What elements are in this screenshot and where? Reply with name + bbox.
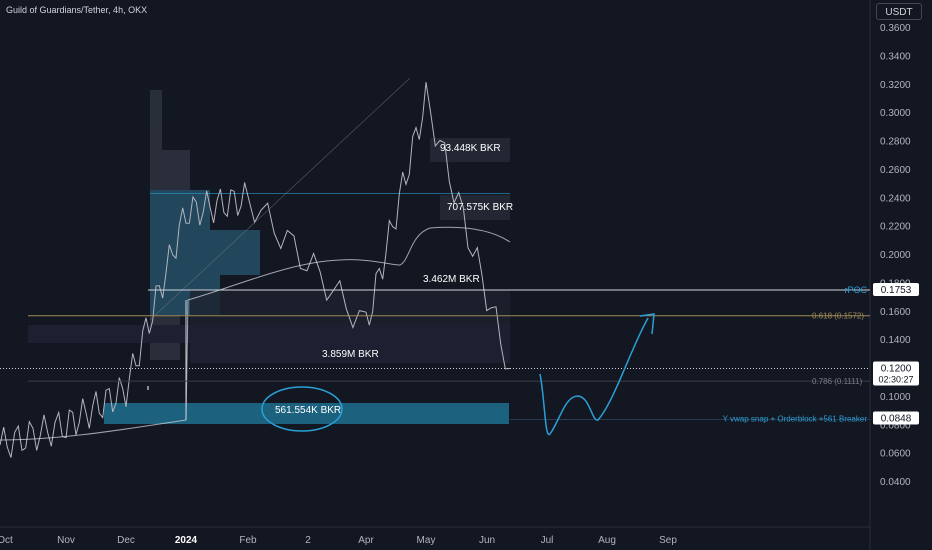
last-price-value: 0.1200 xyxy=(881,364,912,375)
y-tick-label: 0.3400 xyxy=(880,51,911,62)
x-tick-label: 2 xyxy=(305,535,311,546)
currency-selector[interactable]: USDT xyxy=(876,3,922,20)
vwap-price-value: 0.0848 xyxy=(881,413,912,424)
y-tick-label: 0.2200 xyxy=(880,222,911,233)
x-tick-label: Oct xyxy=(0,535,13,546)
highlight-circle xyxy=(261,386,343,432)
vwap-tag-label: Y vwap snap + Orderblock +561 Breaker xyxy=(723,414,868,423)
y-tick-label: 0.0800 xyxy=(880,420,911,431)
y-tick-label: 0.1600 xyxy=(880,307,911,318)
countdown-timer: 02:30:27 xyxy=(878,375,913,385)
annotation-label: 707.575K BKR xyxy=(447,202,513,213)
time-axis[interactable]: Oct Nov Dec 2024 Feb 2 Apr May Jun Jul Aug Sep xyxy=(0,535,677,546)
rpoc-tag-label: rPOC xyxy=(845,285,868,295)
x-tick-label: Jul xyxy=(541,535,554,546)
trend-line xyxy=(149,77,411,321)
orderblock-zone xyxy=(104,403,509,424)
x-tick-label: Sep xyxy=(659,535,677,546)
y-tick-label: 0.0400 xyxy=(880,477,911,488)
vwap-price-badge xyxy=(873,411,919,425)
fib-786-label: 0.786 (0.1111) xyxy=(812,377,863,386)
x-tick-label: Dec xyxy=(117,535,135,546)
chart-title: Guild of Guardians/Tether, 4h, OKX xyxy=(6,5,148,15)
annotation-label: 561.554K BKR xyxy=(275,405,341,416)
y-tick-label: 0.2800 xyxy=(880,137,911,148)
price-line xyxy=(0,82,511,458)
rpoc-price-value: 0.1753 xyxy=(881,285,912,296)
fib-618-label: 0.618 (0.1572) xyxy=(812,312,864,321)
annotation-label: 93.448K BKR xyxy=(440,143,501,154)
last-price-badge xyxy=(873,361,919,386)
y-tick-label: 0.1000 xyxy=(880,392,911,403)
x-tick-label: 2024 xyxy=(175,535,198,546)
annotation-label: 3.462M BKR xyxy=(423,274,480,285)
y-tick-label: 0.2400 xyxy=(880,193,911,204)
y-tick-label: 0.2000 xyxy=(880,250,911,261)
annotation-label: 3.859M BKR xyxy=(322,349,379,360)
vwap-curve xyxy=(0,226,511,441)
y-tick-label: 0.3000 xyxy=(880,108,911,119)
y-tick-label: 0.3600 xyxy=(880,23,911,34)
x-tick-label: Jun xyxy=(479,535,495,546)
y-tick-label: 0.0600 xyxy=(880,449,911,460)
price-axis[interactable]: 0.3600 0.3400 0.3200 0.3000 0.2800 0.2600 0.24… xyxy=(880,23,911,488)
projection-path xyxy=(539,317,649,436)
x-tick-label: Feb xyxy=(239,535,257,546)
x-tick-label: Nov xyxy=(57,535,75,546)
liquidation-zones xyxy=(28,138,510,363)
x-tick-label: Apr xyxy=(358,535,374,546)
projection-arrow-icon xyxy=(639,313,655,335)
y-tick-label: 0.2600 xyxy=(880,165,911,176)
y-tick-label: 0.3200 xyxy=(880,80,911,91)
x-tick-label: May xyxy=(417,535,436,546)
x-tick-label: Aug xyxy=(598,535,616,546)
y-tick-label: 0.1400 xyxy=(880,335,911,346)
rpoc-price-badge xyxy=(873,283,919,297)
